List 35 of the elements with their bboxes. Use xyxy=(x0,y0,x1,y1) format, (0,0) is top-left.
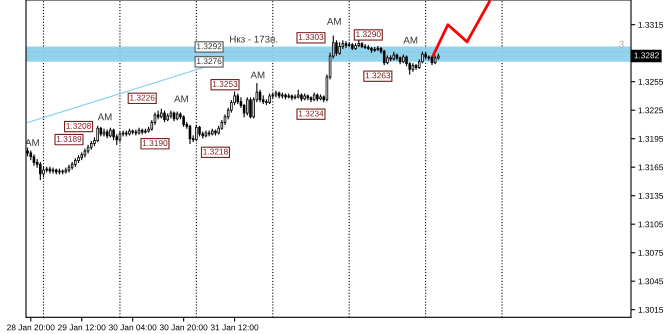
annotation: 1.3303 xyxy=(298,34,324,40)
y-tick-label: 1.3045 xyxy=(638,278,664,284)
x-tick-label: 30 Jan 04:00 xyxy=(108,324,156,330)
annotation: AM xyxy=(403,36,418,44)
annotation: 1.3189 xyxy=(56,136,82,142)
y-tick-label: 1.3225 xyxy=(638,107,664,114)
y-tick-label: 1.3105 xyxy=(638,221,664,228)
annotation: AM xyxy=(326,18,341,25)
annotation: AM xyxy=(98,114,112,120)
y-tick-label: 1.3315 xyxy=(638,22,664,28)
annotation: 1.3226 xyxy=(130,94,155,101)
annotation: 1.3253 xyxy=(212,81,238,87)
annotation: 1.3263 xyxy=(366,72,390,78)
annotation: AM xyxy=(250,72,264,78)
y-tick-label: 1.3135 xyxy=(638,192,664,199)
y-tick-label: 1.3015 xyxy=(638,306,664,313)
x-tick-label: 31 Jan 12:00 xyxy=(210,324,258,330)
y-tick-label: 1.3075 xyxy=(638,250,664,256)
annotation: 1.3234 xyxy=(298,110,324,116)
x-tick-label: 28 Jan 20:00 xyxy=(7,324,55,330)
y-tick-label: 1.3195 xyxy=(638,136,664,142)
x-tick-label: 30 Jan 20:00 xyxy=(160,324,208,330)
annotation: 1.3290 xyxy=(356,31,381,38)
y-tick-label: 1.3165 xyxy=(638,164,664,170)
x-tick-label: 29 Jan 12:00 xyxy=(58,324,106,330)
y-tick-label: 1.3255 xyxy=(638,78,664,85)
annotation: 1.3276 xyxy=(196,58,222,64)
ref-line-label: 1.3282 xyxy=(634,52,659,58)
annotation: 1.3218 xyxy=(203,148,228,155)
annotation: 1.3208 xyxy=(66,122,91,129)
annotation: 3 xyxy=(619,40,624,48)
annotation: 1.3292 xyxy=(196,43,222,50)
annotation: 1.3190 xyxy=(142,140,168,146)
annotation: AM xyxy=(174,95,188,102)
annotation: Нкз - 173п. xyxy=(230,36,278,43)
